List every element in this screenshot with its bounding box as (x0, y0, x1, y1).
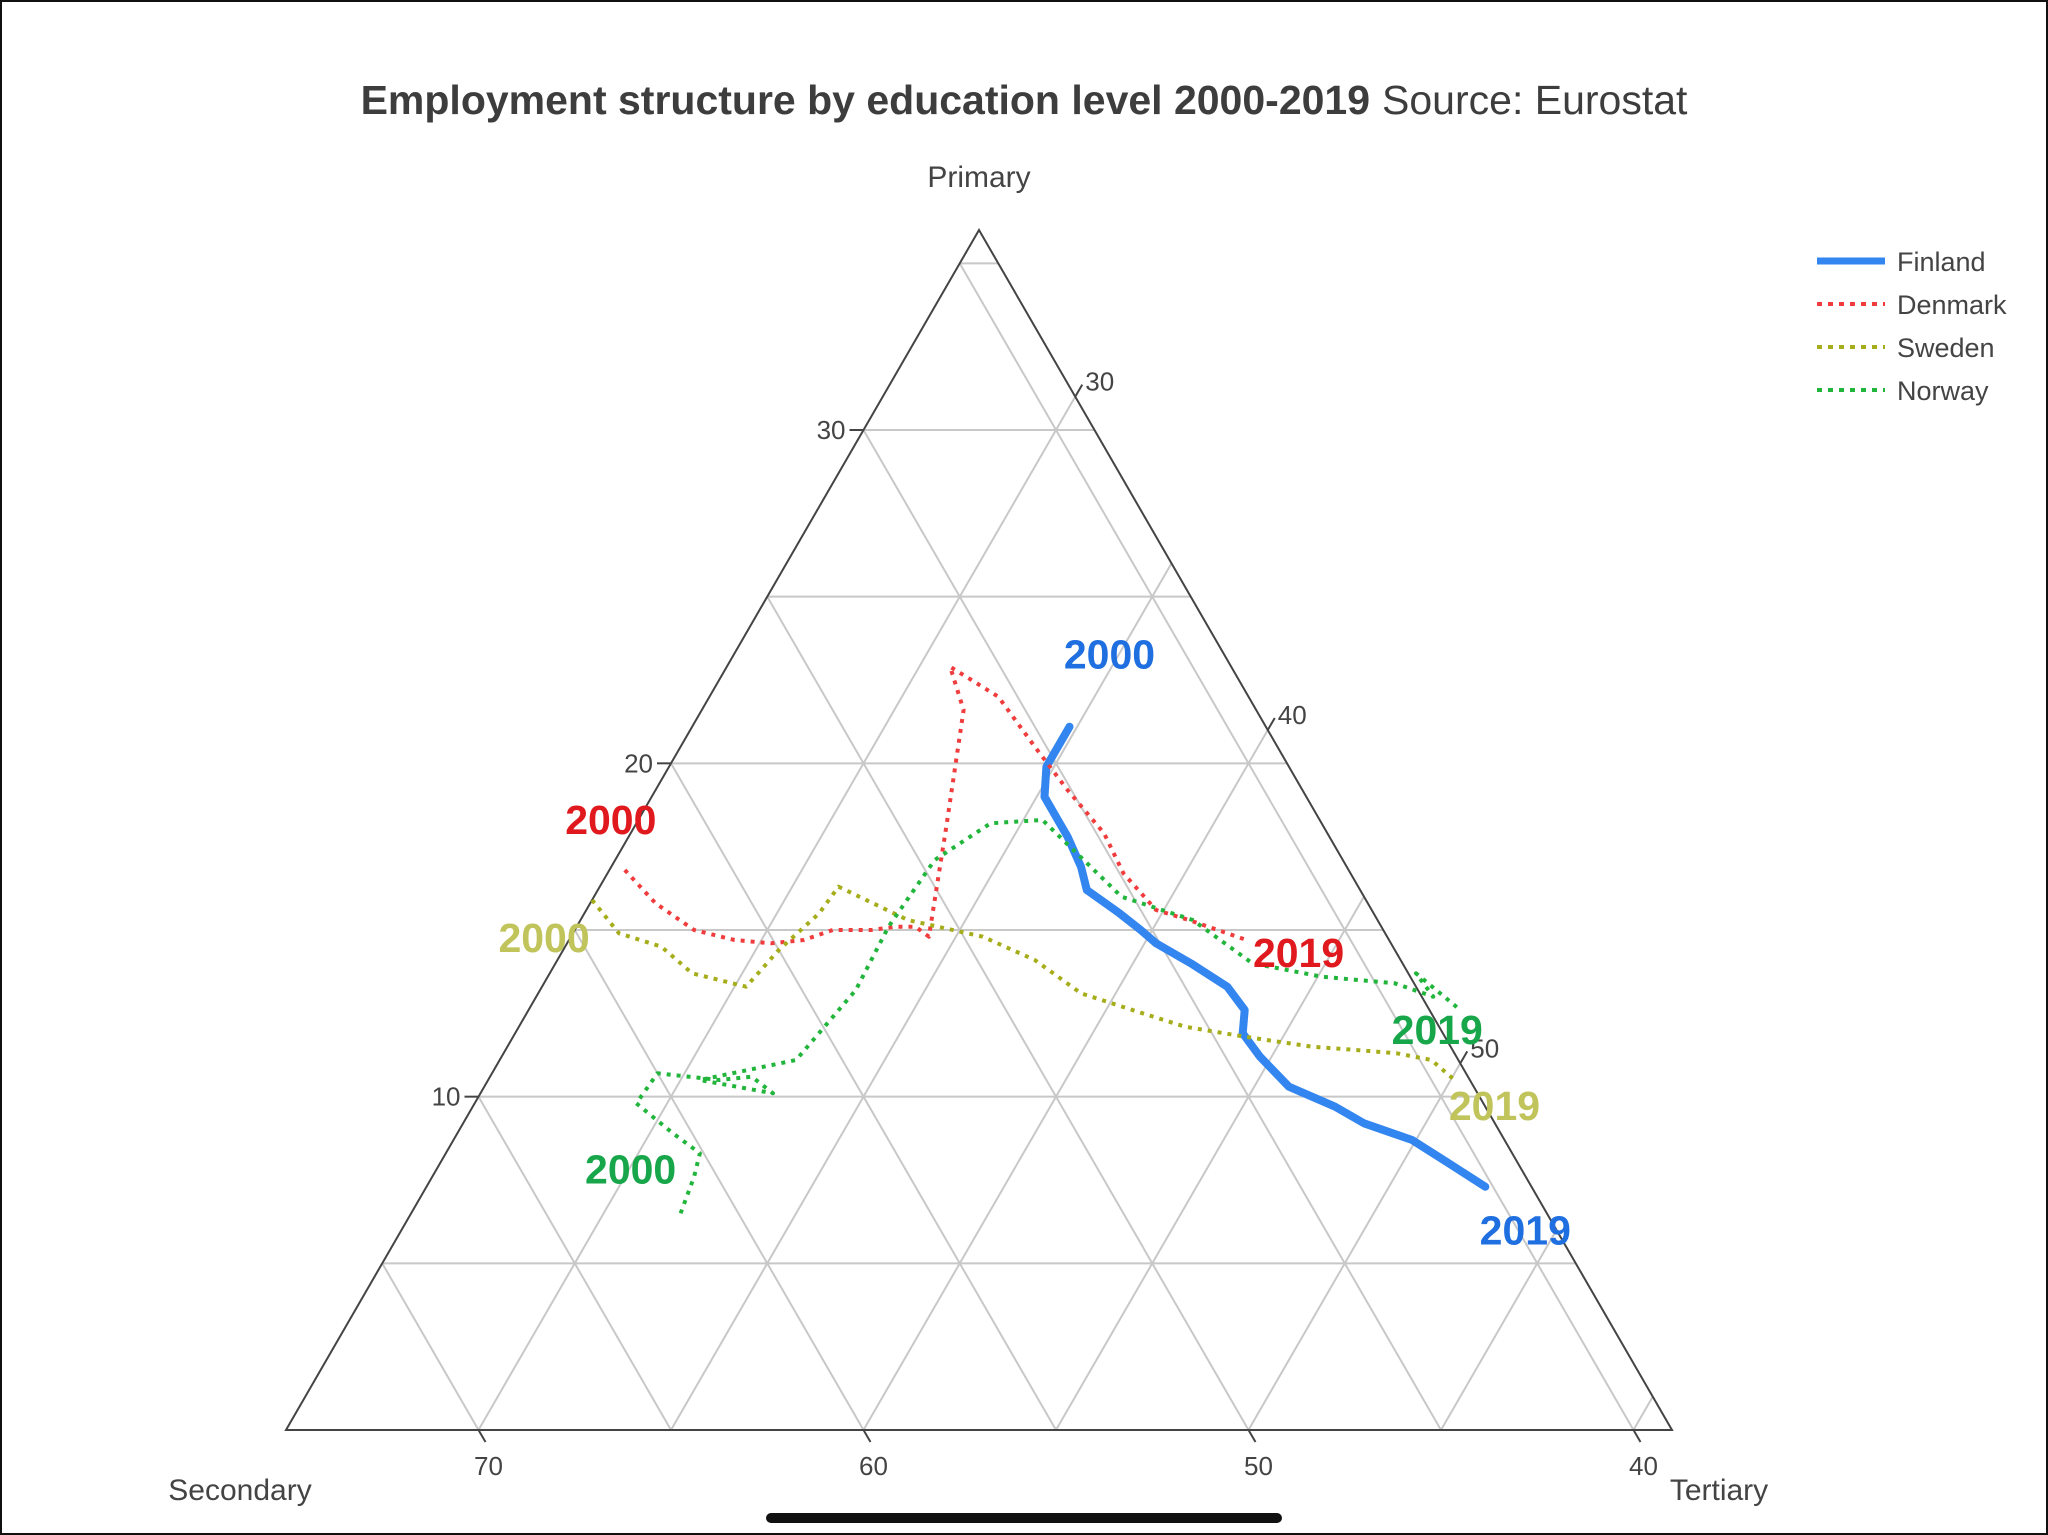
tick-label-tertiary-40: 40 (1278, 700, 1307, 730)
axis-label-tertiary: Tertiary (1670, 1474, 1768, 1507)
tick-secondary-40 (1632, 1429, 1642, 1443)
tick-label-primary-30: 30 (817, 415, 846, 445)
data-point-norway-13 (934, 860, 935, 861)
annotation-end-norway: 2019 (1392, 1007, 1483, 1053)
tick-secondary-60 (862, 1429, 872, 1443)
data-point-sweden-18 (1431, 1060, 1432, 1061)
data-point-norway-19 (1321, 976, 1322, 977)
data-point-norway-16 (1121, 896, 1122, 897)
grid-line-tertiary-40 (862, 729, 1269, 1431)
grid-line-secondary-40 (958, 262, 1635, 1431)
series-line-norway (634, 818, 1462, 1214)
data-point-denmark-14 (998, 696, 999, 697)
tick-tertiary-30 (1074, 384, 1084, 398)
legend-label-sweden: Sweden (1897, 333, 1995, 363)
tick-label-tertiary-50: 50 (1470, 1033, 1499, 1063)
data-point-norway-3 (672, 1133, 673, 1134)
data-point-sweden-13 (1185, 1026, 1186, 1027)
data-point-norway-14 (990, 823, 991, 824)
data-point-sweden-15 (1312, 1046, 1313, 1047)
tick-secondary-50 (1247, 1429, 1257, 1443)
data-point-norway-10 (796, 1060, 797, 1061)
series-line-denmark (623, 664, 1248, 946)
data-point-denmark-1 (655, 903, 656, 904)
data-point-denmark-17 (1104, 833, 1105, 834)
legend: Finland Denmark Sweden Norway (1817, 247, 2007, 406)
data-point-sweden-19 (1454, 1080, 1455, 1081)
data-point-sweden-8 (907, 920, 908, 921)
legend-label-finland: Finland (1897, 247, 1986, 277)
chart-title-main: Employment structure by education level … (361, 77, 1370, 123)
triangle-axes (284, 228, 1674, 1431)
axis-label-secondary: Secondary (168, 1474, 311, 1507)
series-line-finland (1040, 722, 1490, 1191)
data-point-denmark-21 (1246, 940, 1247, 941)
data-point-denmark-8 (896, 926, 897, 927)
data-point-sweden-6 (819, 913, 820, 914)
axis-ticks: 10 20 30 30 40 50 40 50 60 70 (432, 367, 1658, 1481)
data-point-norway-11 (855, 990, 856, 991)
triangle-border (284, 228, 1674, 1431)
annotation-start-sweden: 2000 (498, 915, 589, 961)
grid-line-secondary-70 (381, 1262, 480, 1431)
legend-label-denmark: Denmark (1897, 290, 2007, 320)
data-point-sweden-11 (1081, 993, 1082, 994)
data-point-denmark-15 (1034, 746, 1035, 747)
data-point-denmark-11 (946, 826, 947, 827)
tick-label-primary-10: 10 (432, 1082, 461, 1112)
tick-label-primary-20: 20 (624, 748, 653, 778)
grid-line-secondary-60 (573, 929, 865, 1431)
home-indicator-bar[interactable] (766, 1513, 1282, 1523)
annotation-start-finland: 2000 (1064, 632, 1155, 678)
annotation-end-sweden: 2019 (1449, 1083, 1540, 1129)
chart-title: Employment structure by education level … (361, 77, 1688, 123)
data-point-denmark-9 (915, 926, 916, 927)
data-point-sweden-3 (692, 973, 693, 974)
grid-line-tertiary-45 (1055, 896, 1365, 1431)
data-point-sweden-2 (661, 946, 662, 947)
grid-line-tertiary-35 (670, 562, 1173, 1431)
grid-line-secondary-50 (766, 596, 1250, 1431)
year-annotations: 2000 2019 2000 2019 2000 2019 2000 2019 (498, 632, 1570, 1254)
tick-secondary-70 (477, 1429, 487, 1443)
tick-tertiary-50 (1459, 1050, 1469, 1064)
tick-tertiary-40 (1266, 717, 1276, 731)
data-point-denmark-13 (950, 666, 951, 667)
series-lines (590, 664, 1490, 1214)
legend-label-norway: Norway (1897, 376, 1989, 406)
grid-line-tertiary-30 (477, 396, 1077, 1431)
tick-label-tertiary-30: 30 (1085, 367, 1114, 397)
data-point-norway-7 (751, 1076, 752, 1077)
tick-label-secondary-50: 50 (1244, 1451, 1273, 1481)
tick-label-secondary-40: 40 (1629, 1451, 1658, 1481)
annotation-start-denmark: 2000 (565, 797, 656, 843)
grid-line-tertiary-50 (1247, 1062, 1462, 1431)
grid-line-tertiary-60 (1632, 1396, 1654, 1431)
chart-subtitle: Source: Eurostat (1382, 77, 1688, 123)
series-line-sweden (590, 884, 1456, 1082)
grid (381, 262, 1654, 1431)
data-point-norway-1 (694, 1176, 695, 1177)
annotation-end-denmark: 2019 (1253, 930, 1344, 976)
axis-label-primary: Primary (927, 161, 1030, 194)
annotation-start-norway: 2000 (585, 1146, 676, 1192)
grid-line-tertiary-55 (1440, 1229, 1558, 1431)
annotation-end-finland: 2019 (1480, 1208, 1571, 1254)
data-point-norway-15 (1042, 820, 1043, 821)
tick-label-secondary-70: 70 (474, 1451, 503, 1481)
tick-label-secondary-60: 60 (859, 1451, 888, 1481)
